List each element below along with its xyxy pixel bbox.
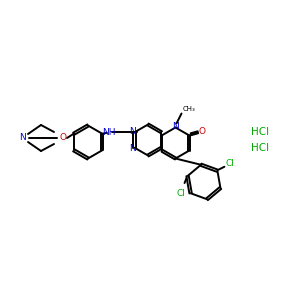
Text: HCl: HCl: [251, 143, 269, 153]
Text: HCl: HCl: [251, 127, 269, 137]
Text: Cl: Cl: [176, 188, 185, 197]
Text: CH₃: CH₃: [182, 106, 195, 112]
Text: N: N: [129, 127, 136, 136]
Text: O: O: [59, 134, 67, 142]
Text: N: N: [129, 144, 136, 153]
Text: O: O: [198, 127, 206, 136]
Text: N: N: [172, 122, 179, 131]
Text: NH: NH: [102, 128, 116, 137]
Text: Cl: Cl: [226, 159, 235, 168]
Text: N: N: [19, 134, 26, 142]
